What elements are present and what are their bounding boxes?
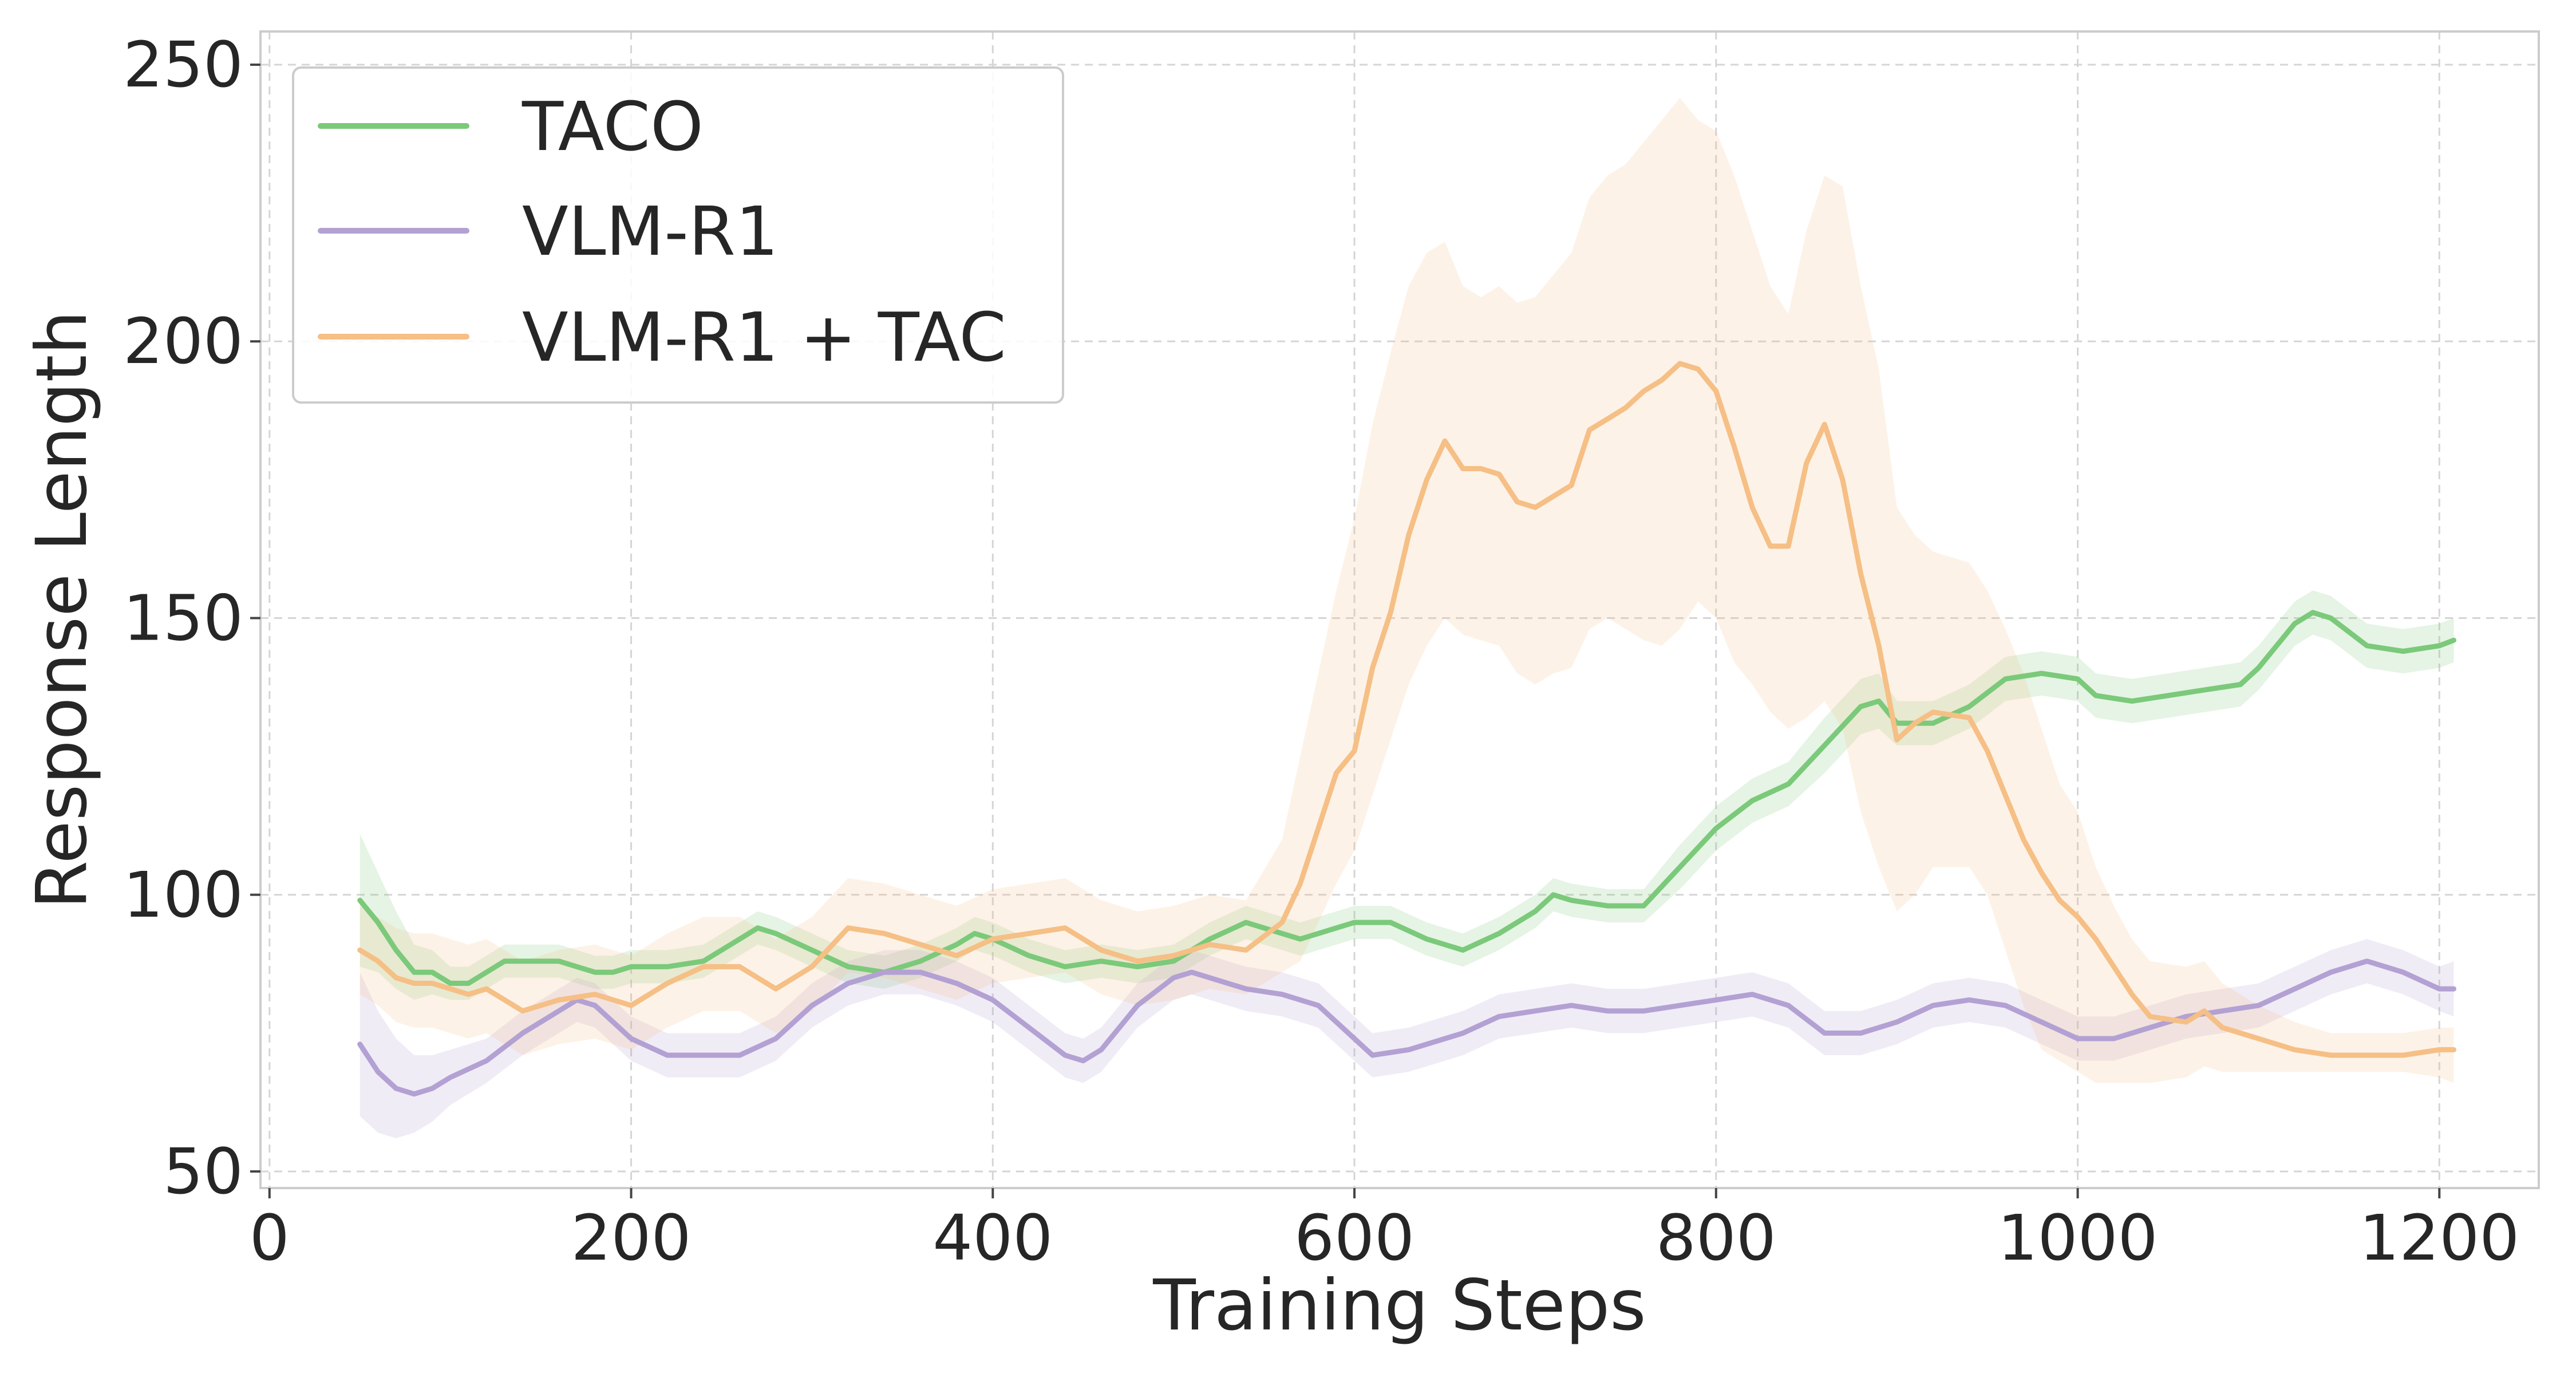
y-tick-label: 250 [123, 28, 243, 101]
legend-label-vlm-r1: VLM-R1 [522, 192, 779, 271]
x-tick-label: 1000 [1998, 1201, 2158, 1275]
error-bands [359, 98, 2454, 1138]
legend-label-vlm-r1-tac: VLM-R1 + TAC [522, 298, 1006, 377]
x-axis-title: Training Steps [1152, 1265, 1646, 1346]
y-axis-title: Response Length [21, 310, 102, 909]
axis-ticks: 0 200 400 600 800 1000 1200 50 100 150 200 250 [123, 28, 2519, 1275]
legend-label-taco: TACO [521, 87, 704, 166]
y-tick-label: 100 [123, 858, 243, 932]
legend-box [292, 66, 1064, 404]
y-tick-label: 50 [163, 1135, 243, 1208]
band-vlm-r1-tac [359, 98, 2454, 1083]
legend: TACO VLM-R1 VLM-R1 + TAC [292, 66, 1064, 404]
y-tick-label: 200 [123, 305, 243, 378]
line-vlm-r1-tac [357, 361, 2456, 1058]
x-tick-label: 200 [571, 1201, 692, 1275]
x-tick-label: 1200 [2359, 1201, 2519, 1275]
series-lines [357, 361, 2456, 1097]
x-tick-label: 800 [1656, 1201, 1776, 1275]
y-tick-label: 150 [123, 581, 243, 654]
band-taco [359, 590, 2454, 1000]
band-vlm-r1 [359, 939, 2454, 1138]
x-tick-label: 400 [933, 1201, 1053, 1275]
line-taco [357, 610, 2456, 986]
x-tick-label: 0 [250, 1201, 290, 1275]
line-vlm-r1 [357, 958, 2456, 1097]
x-tick-label: 600 [1294, 1201, 1415, 1275]
plot-frame [259, 30, 2540, 1189]
